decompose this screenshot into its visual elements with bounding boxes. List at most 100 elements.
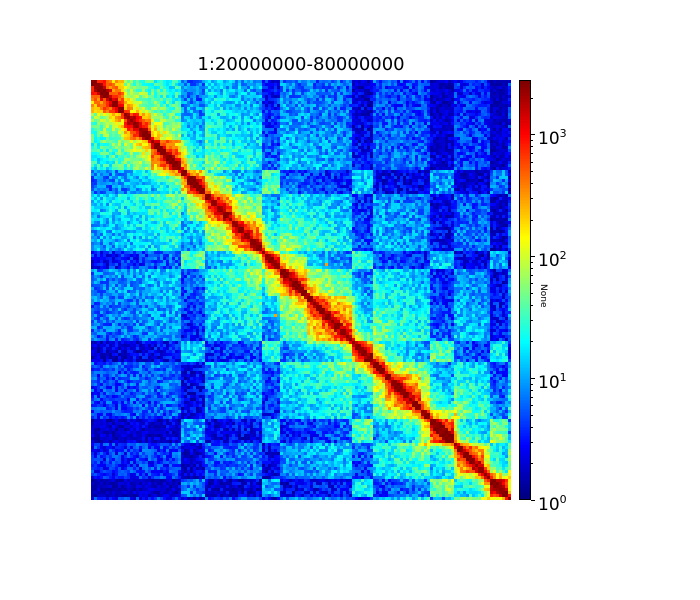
heatmap-cell [418, 155, 421, 158]
heatmap-cell [103, 173, 106, 176]
heatmap-cell [418, 134, 421, 137]
heatmap-cell [352, 146, 355, 149]
heatmap-cell [406, 143, 409, 146]
heatmap-cell [277, 161, 280, 164]
heatmap-cell [430, 134, 433, 137]
heatmap-cell [103, 182, 106, 185]
heatmap-cell [502, 86, 505, 89]
heatmap-cell [490, 101, 493, 104]
heatmap-cell [493, 110, 496, 113]
heatmap-cell [262, 167, 265, 170]
heatmap-cell [496, 104, 499, 107]
heatmap-cell [442, 92, 445, 95]
heatmap-cell [94, 122, 97, 125]
heatmap-cell [136, 185, 139, 188]
heatmap-cell [478, 158, 481, 161]
heatmap-cell [181, 146, 184, 149]
heatmap-cell [199, 164, 202, 167]
heatmap-cell [409, 176, 412, 179]
heatmap-cell [385, 158, 388, 161]
heatmap-cell [100, 152, 103, 155]
heatmap-cell [106, 149, 109, 152]
heatmap-cell [166, 167, 169, 170]
heatmap-cell [337, 182, 340, 185]
heatmap-cell [172, 128, 175, 131]
heatmap-cell [115, 179, 118, 182]
heatmap-cell [238, 146, 241, 149]
heatmap-cell [319, 182, 322, 185]
heatmap-cell [382, 161, 385, 164]
heatmap-cell [250, 182, 253, 185]
heatmap-cell [103, 131, 106, 134]
heatmap-cell [151, 95, 154, 98]
heatmap-cell [310, 158, 313, 161]
heatmap-cell [196, 95, 199, 98]
heatmap-cell [145, 86, 148, 89]
heatmap-cell [313, 137, 316, 140]
heatmap-cell [409, 161, 412, 164]
heatmap-cell [304, 89, 307, 92]
heatmap-cell [286, 89, 289, 92]
heatmap-cell [268, 104, 271, 107]
heatmap-cell [496, 98, 499, 101]
heatmap-cell [349, 155, 352, 158]
heatmap-cell [295, 164, 298, 167]
heatmap-cell [397, 173, 400, 176]
heatmap-cell [301, 158, 304, 161]
heatmap-cell [202, 86, 205, 89]
heatmap-cell [166, 119, 169, 122]
heatmap-cell [457, 173, 460, 176]
heatmap-cell [352, 137, 355, 140]
heatmap-cell [400, 134, 403, 137]
heatmap-cell [124, 83, 127, 86]
heatmap-cell [148, 149, 151, 152]
heatmap-cell [412, 155, 415, 158]
heatmap-cell [217, 116, 220, 119]
heatmap-cell [163, 98, 166, 101]
heatmap-cell [283, 119, 286, 122]
heatmap-cell [316, 149, 319, 152]
heatmap-cell [166, 113, 169, 116]
heatmap-cell [373, 95, 376, 98]
heatmap-cell [457, 83, 460, 86]
heatmap-cell [376, 125, 379, 128]
heatmap-cell [142, 137, 145, 140]
heatmap-cell [223, 140, 226, 143]
heatmap-cell [451, 104, 454, 107]
heatmap-cell [475, 140, 478, 143]
heatmap-cell [352, 152, 355, 155]
heatmap-cell [325, 101, 328, 104]
heatmap-cell [340, 122, 343, 125]
heatmap-cell [127, 95, 130, 98]
heatmap-cell [370, 125, 373, 128]
heatmap-cell [418, 116, 421, 119]
heatmap-cell [358, 110, 361, 113]
heatmap-cell [238, 95, 241, 98]
heatmap-cell [358, 158, 361, 161]
heatmap-cell [292, 179, 295, 182]
heatmap-cell [127, 107, 130, 110]
heatmap-cell [427, 173, 430, 176]
heatmap-cell [370, 158, 373, 161]
heatmap-cell [508, 182, 511, 185]
heatmap-cell [385, 98, 388, 101]
heatmap-cell [388, 119, 391, 122]
heatmap-cell [316, 146, 319, 149]
heatmap-cell [373, 80, 376, 83]
heatmap-cell [94, 158, 97, 161]
heatmap-cell [328, 155, 331, 158]
heatmap-cell [343, 101, 346, 104]
heatmap-cell [307, 113, 310, 116]
heatmap-cell [424, 80, 427, 83]
heatmap-cell [253, 140, 256, 143]
heatmap-cell [373, 167, 376, 170]
heatmap-cell [142, 128, 145, 131]
heatmap-cell [427, 164, 430, 167]
heatmap-cell [364, 161, 367, 164]
heatmap-cell [151, 173, 154, 176]
heatmap-cell [244, 155, 247, 158]
heatmap-cell [412, 143, 415, 146]
heatmap-cell [499, 101, 502, 104]
heatmap-cell [382, 182, 385, 185]
heatmap-cell [346, 185, 349, 188]
